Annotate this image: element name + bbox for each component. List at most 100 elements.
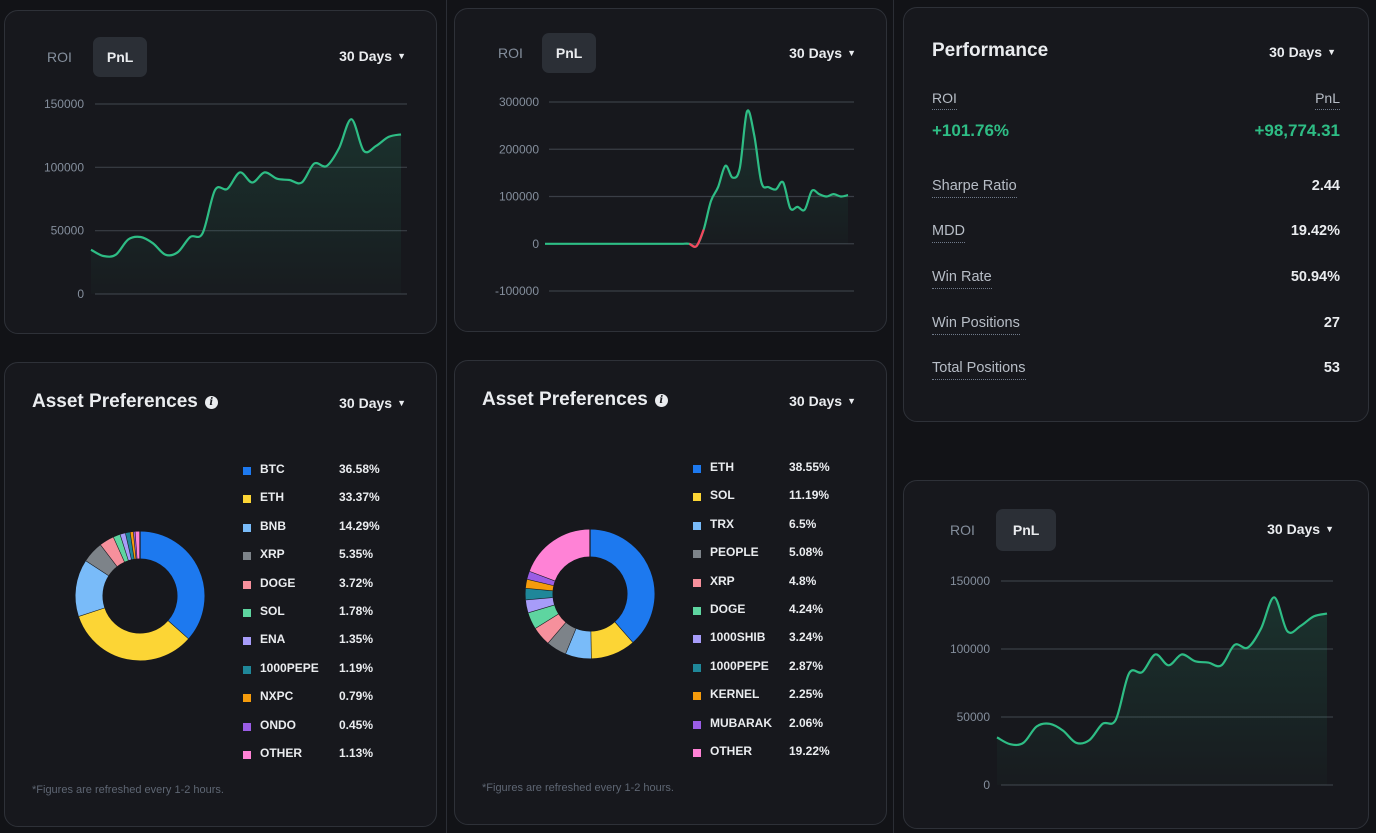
roi-pnl-toggle: ROI PnL <box>33 37 148 77</box>
legend-asset-percent: 3.24% <box>789 630 824 645</box>
legend-swatch <box>693 550 701 559</box>
legend-swatch <box>243 552 251 561</box>
roi-value: +101.76% <box>932 121 1010 140</box>
tab-pnl[interactable]: PnL <box>92 37 148 77</box>
donut-slice-1000shib <box>525 596 555 613</box>
period-dropdown[interactable]: 30 Days ▼ <box>339 395 406 411</box>
legend-asset-name: SOL <box>710 488 735 503</box>
legend-swatch <box>243 694 251 703</box>
donut-slice-xrp <box>535 613 566 643</box>
donut-slice-btc <box>139 531 205 639</box>
legend-asset-name: 1000PEPE <box>260 660 319 675</box>
tab-roi[interactable]: ROI <box>498 45 523 61</box>
legend-asset-name: TRX <box>710 516 734 531</box>
slice-separator <box>125 532 133 560</box>
y-tick-label: -100000 <box>495 284 539 298</box>
info-icon[interactable]: i <box>654 394 668 407</box>
legend-swatch <box>243 750 251 759</box>
donut-svg <box>75 531 205 661</box>
y-tick-label: 300000 <box>499 95 539 109</box>
period-label: 30 Days <box>339 395 393 411</box>
legend-swatch <box>693 578 701 587</box>
y-tick-label: 0 <box>983 778 990 792</box>
tab-pnl[interactable]: PnL <box>541 33 597 73</box>
refresh-note: *Figures are refreshed every 1-2 hours. <box>482 782 674 794</box>
asset-preferences-title-text: Asset Preferences <box>32 391 198 412</box>
legend-swatch <box>693 635 701 644</box>
legend-asset-percent: 11.19% <box>789 488 830 503</box>
chart-svg: 150000 100000 50000 0 <box>950 574 1333 792</box>
legend-swatch <box>243 580 251 589</box>
legend-swatch <box>243 637 251 646</box>
legend-asset-name: 1000SHIB <box>710 630 766 645</box>
legend-asset-percent: 38.55% <box>789 460 830 474</box>
asset-preferences-title: Asset Preferences i <box>482 389 668 411</box>
donut-slice-xrp <box>86 544 118 576</box>
donut-slice-people <box>547 622 577 654</box>
legend-asset-percent: 1.35% <box>339 632 374 647</box>
legend-asset-name: SOL <box>260 603 285 618</box>
asset-preferences-card: Asset Preferences i 30 Days ▼ ETH 38.55% SOL… <box>454 360 887 825</box>
legend-swatch <box>243 523 251 532</box>
donut-svg <box>525 529 655 659</box>
legend-asset-name: KERNEL <box>710 687 760 702</box>
y-tick-label: 100000 <box>950 642 990 656</box>
legend-swatch <box>693 720 701 729</box>
asset-preferences-card: Asset Preferences i 30 Days ▼ BTC 36.58% ETH… <box>4 362 437 827</box>
donut-slice-ena <box>120 533 132 561</box>
win-rate-value: 50.94% <box>1290 269 1340 285</box>
y-tick-label: 100000 <box>44 160 84 174</box>
legend-swatch <box>243 608 251 617</box>
legend-swatch <box>243 467 251 475</box>
legend-asset-name: ENA <box>260 632 286 647</box>
column-divider <box>446 0 447 833</box>
tab-roi[interactable]: ROI <box>47 49 72 65</box>
y-tick-label: 0 <box>77 287 84 301</box>
tab-pnl[interactable]: PnL <box>995 509 1057 551</box>
period-dropdown[interactable]: 30 Days ▼ <box>1267 521 1334 537</box>
legend-asset-name: OTHER <box>710 743 752 758</box>
roi-pnl-toggle: ROI PnL <box>484 33 597 73</box>
legend-asset-percent: 6.5% <box>789 516 817 531</box>
win-positions-label: Win Positions <box>932 315 1020 335</box>
area-fill <box>91 119 401 294</box>
caret-down-icon: ▼ <box>847 396 856 406</box>
period-label: 30 Days <box>1269 44 1323 60</box>
legend-swatch <box>693 521 701 530</box>
pnl-series-line <box>996 596 1328 747</box>
column-divider <box>893 0 894 833</box>
chart-svg: 300000 200000 100000 0 -100000 <box>495 95 854 298</box>
y-tick-label: 100000 <box>499 190 539 204</box>
y-tick-label: 0 <box>532 237 539 251</box>
legend-asset-percent: 19.22% <box>789 743 830 758</box>
win-positions-value: 27 <box>1323 315 1340 331</box>
period-dropdown[interactable]: 30 Days ▼ <box>1269 44 1336 60</box>
legend-asset-name: PEOPLE <box>710 545 759 560</box>
period-dropdown[interactable]: 30 Days ▼ <box>339 48 406 64</box>
legend-asset-name: ONDO <box>260 717 296 732</box>
tab-roi[interactable]: ROI <box>950 522 975 538</box>
legend-asset-name: ETH <box>710 460 734 474</box>
legend-asset-name: NXPC <box>260 689 294 704</box>
win-rate-label: Win Rate <box>932 269 992 289</box>
roi-label: ROI <box>932 90 957 110</box>
donut-slice-trx <box>565 628 592 659</box>
total-positions-label: Total Positions <box>932 360 1026 380</box>
legend-swatch <box>693 692 701 701</box>
period-dropdown[interactable]: 30 Days ▼ <box>789 45 856 61</box>
legend-asset-name: OTHER <box>260 745 302 760</box>
legend-swatch <box>693 465 701 473</box>
donut-slice-bnb <box>75 560 110 617</box>
asset-preferences-title-text: Asset Preferences <box>482 389 648 410</box>
legend-asset-percent: 5.08% <box>789 545 824 560</box>
donut-slice-doge <box>100 537 126 567</box>
mdd-value: 19.42% <box>1290 223 1340 239</box>
legend-asset-name: ETH <box>260 490 284 505</box>
legend-asset-name: DOGE <box>710 601 746 616</box>
period-dropdown[interactable]: 30 Days ▼ <box>789 393 856 409</box>
caret-down-icon: ▼ <box>847 48 856 58</box>
period-label: 30 Days <box>1267 521 1321 537</box>
caret-down-icon: ▼ <box>397 51 406 61</box>
caret-down-icon: ▼ <box>397 398 406 408</box>
info-icon[interactable]: i <box>204 396 218 409</box>
